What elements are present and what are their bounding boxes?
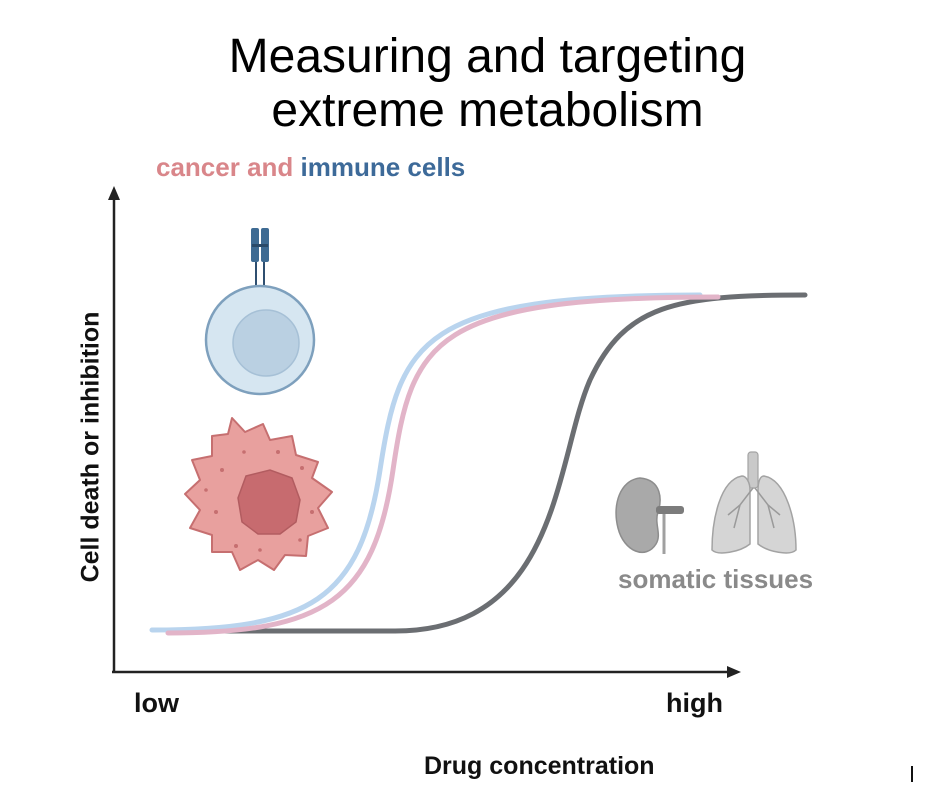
x-axis-arrow (727, 666, 741, 678)
title-line-1: Measuring and targeting (228, 30, 747, 83)
axes (108, 186, 741, 678)
curve-somatic-tissues (222, 292, 808, 634)
subtitle-immune: immune cells (300, 152, 466, 182)
somatic-tissues-label: somatic tissues (618, 564, 814, 594)
curve-immune-cells (149, 292, 703, 633)
subtitle-cancer: cancer and (156, 152, 301, 182)
kidney-icon (615, 477, 684, 554)
x-axis-label: Drug concentration (424, 752, 655, 780)
y-axis-label: Cell death or inhibition (76, 311, 105, 583)
subtitle: cancer and immune cells (156, 152, 465, 183)
x-axis-high-label: high (666, 688, 723, 718)
cancer-cell-icon (184, 417, 333, 571)
y-axis-arrow (108, 186, 120, 200)
x-axis-low-label: low (134, 688, 179, 718)
title-line-2: extreme metabolism (271, 84, 704, 137)
diagram-title: Measuring and targeting extreme metaboli… (0, 30, 932, 138)
immune-cell-icon (204, 228, 316, 396)
curve-cancer-cells (165, 294, 721, 636)
lungs-icon (711, 451, 797, 554)
